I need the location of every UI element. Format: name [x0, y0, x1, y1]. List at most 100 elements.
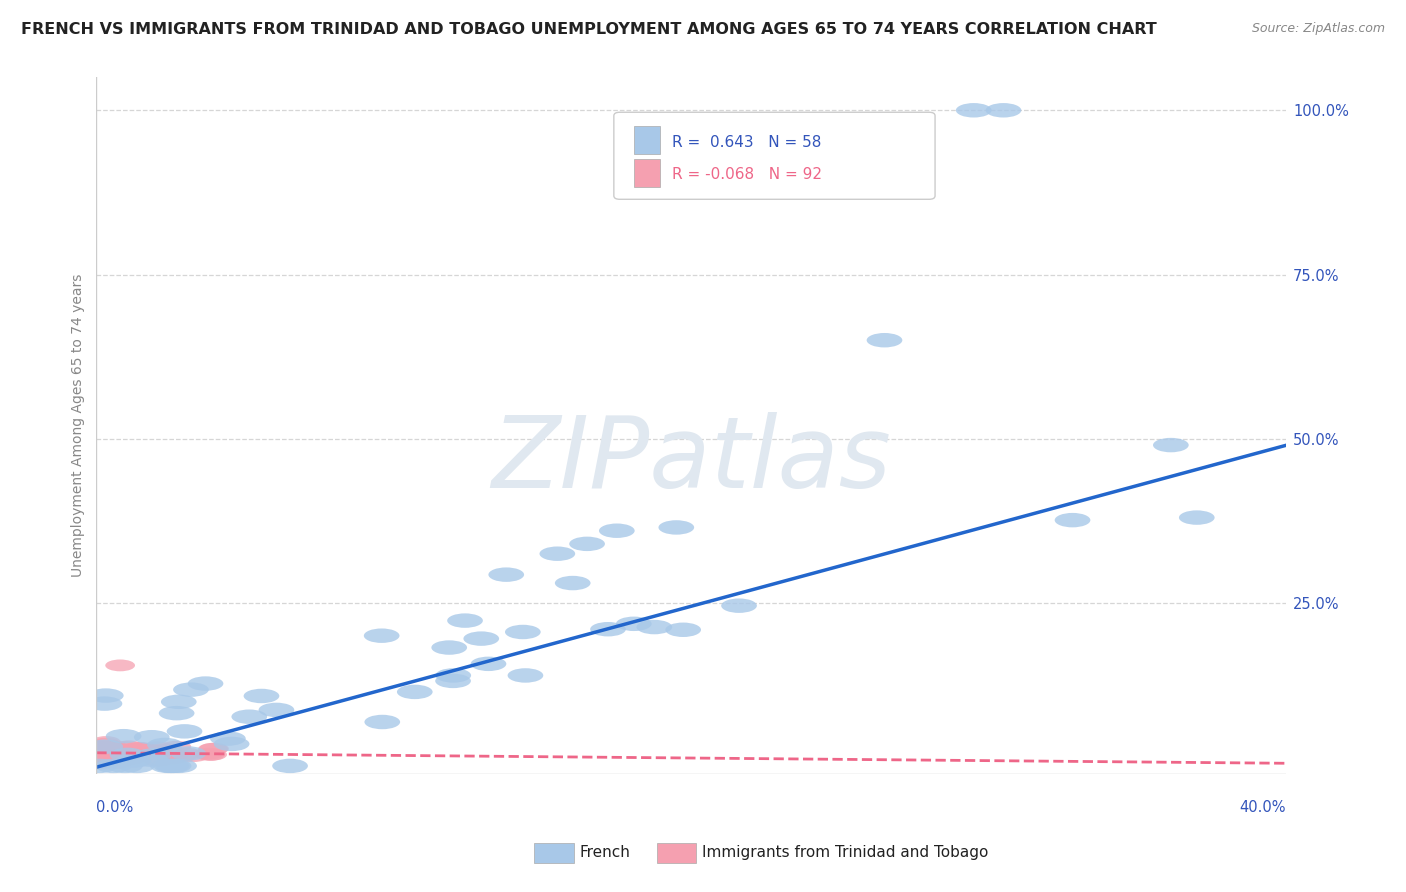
Ellipse shape — [209, 731, 246, 746]
Ellipse shape — [396, 685, 433, 699]
Ellipse shape — [87, 742, 118, 754]
Ellipse shape — [93, 743, 122, 756]
Ellipse shape — [87, 697, 122, 711]
Ellipse shape — [471, 657, 506, 671]
Ellipse shape — [94, 751, 125, 763]
Text: Source: ZipAtlas.com: Source: ZipAtlas.com — [1251, 22, 1385, 36]
Ellipse shape — [89, 745, 120, 756]
Ellipse shape — [591, 622, 626, 636]
Ellipse shape — [89, 746, 118, 758]
Ellipse shape — [110, 747, 145, 762]
Ellipse shape — [170, 747, 207, 761]
Ellipse shape — [658, 520, 695, 534]
Ellipse shape — [105, 729, 142, 743]
Ellipse shape — [87, 752, 117, 764]
Ellipse shape — [87, 739, 124, 754]
Bar — [634, 126, 661, 154]
Ellipse shape — [110, 741, 139, 753]
Text: R =  0.643   N = 58: R = 0.643 N = 58 — [672, 135, 821, 150]
Ellipse shape — [488, 567, 524, 582]
Ellipse shape — [214, 737, 249, 751]
Ellipse shape — [86, 745, 115, 756]
Ellipse shape — [259, 703, 294, 717]
Ellipse shape — [104, 744, 134, 756]
Ellipse shape — [1180, 510, 1215, 524]
Ellipse shape — [599, 524, 634, 538]
Ellipse shape — [100, 751, 129, 763]
Ellipse shape — [131, 743, 160, 755]
Ellipse shape — [464, 632, 499, 646]
Ellipse shape — [87, 751, 117, 763]
Ellipse shape — [114, 740, 143, 752]
Ellipse shape — [173, 682, 209, 697]
Ellipse shape — [111, 747, 142, 760]
Y-axis label: Unemployment Among Ages 65 to 74 years: Unemployment Among Ages 65 to 74 years — [72, 274, 86, 577]
Ellipse shape — [143, 755, 173, 767]
Ellipse shape — [114, 748, 143, 760]
Text: 0.0%: 0.0% — [97, 800, 134, 815]
Ellipse shape — [866, 333, 903, 348]
Ellipse shape — [96, 754, 125, 766]
Text: ZIPatlas: ZIPatlas — [491, 412, 891, 509]
Ellipse shape — [131, 747, 162, 758]
Ellipse shape — [637, 620, 672, 634]
Ellipse shape — [93, 743, 122, 755]
Ellipse shape — [90, 738, 121, 749]
Ellipse shape — [172, 747, 202, 760]
Ellipse shape — [142, 741, 172, 753]
Ellipse shape — [162, 759, 197, 773]
Ellipse shape — [364, 629, 399, 643]
Ellipse shape — [124, 743, 153, 756]
Ellipse shape — [100, 749, 131, 762]
Ellipse shape — [96, 747, 125, 758]
Ellipse shape — [89, 751, 120, 763]
Ellipse shape — [447, 614, 482, 628]
Ellipse shape — [83, 750, 112, 762]
Ellipse shape — [96, 752, 125, 764]
Ellipse shape — [84, 757, 115, 770]
Ellipse shape — [86, 748, 115, 760]
Ellipse shape — [187, 676, 224, 690]
Ellipse shape — [156, 759, 191, 773]
Ellipse shape — [665, 623, 702, 637]
Ellipse shape — [197, 748, 226, 761]
Ellipse shape — [82, 754, 111, 766]
Ellipse shape — [721, 599, 756, 613]
Ellipse shape — [82, 759, 117, 773]
Text: 40.0%: 40.0% — [1240, 800, 1286, 815]
Ellipse shape — [124, 742, 153, 754]
Ellipse shape — [94, 747, 124, 758]
Ellipse shape — [103, 757, 132, 769]
Ellipse shape — [159, 706, 194, 721]
Ellipse shape — [150, 759, 186, 773]
Ellipse shape — [86, 751, 115, 763]
Ellipse shape — [105, 659, 135, 672]
Ellipse shape — [139, 747, 169, 760]
Ellipse shape — [89, 689, 124, 703]
Ellipse shape — [569, 537, 605, 551]
Ellipse shape — [616, 616, 651, 631]
Ellipse shape — [166, 751, 195, 763]
Ellipse shape — [87, 742, 117, 754]
Ellipse shape — [100, 746, 129, 758]
Ellipse shape — [232, 709, 267, 724]
Ellipse shape — [436, 668, 471, 682]
Text: French: French — [579, 846, 630, 860]
Ellipse shape — [83, 756, 112, 768]
Ellipse shape — [555, 576, 591, 591]
Ellipse shape — [117, 749, 146, 761]
Ellipse shape — [129, 743, 159, 755]
Ellipse shape — [132, 753, 169, 767]
Ellipse shape — [127, 742, 156, 754]
Ellipse shape — [1054, 513, 1091, 527]
Ellipse shape — [96, 759, 131, 773]
Ellipse shape — [82, 749, 112, 761]
Ellipse shape — [104, 746, 134, 757]
Ellipse shape — [149, 744, 179, 756]
Ellipse shape — [160, 695, 197, 709]
Ellipse shape — [98, 741, 128, 753]
FancyBboxPatch shape — [614, 112, 935, 199]
Ellipse shape — [153, 759, 190, 773]
Ellipse shape — [82, 746, 112, 757]
Ellipse shape — [1153, 438, 1188, 452]
